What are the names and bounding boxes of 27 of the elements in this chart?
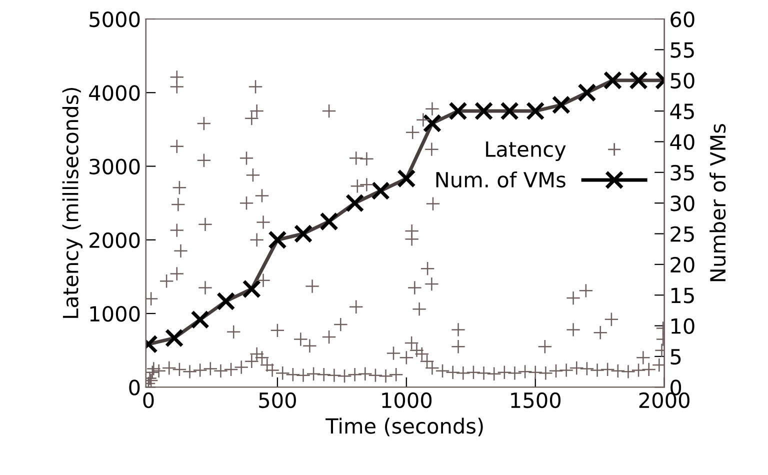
y2-tick-label: 50 (670, 72, 694, 89)
x-tick-label: 1000 (382, 392, 432, 408)
x-tick-label: 500 (259, 392, 296, 408)
y2-tick-label: 15 (671, 288, 694, 304)
y-tick-label: 1000 (90, 306, 140, 322)
legend-label: Num. of VMs (436, 171, 566, 188)
y2-tick-label: 5 (670, 349, 681, 365)
y-tick-label: 0 (129, 380, 140, 396)
x-tick-label: 0 (143, 392, 154, 408)
y-tick-label: 5000 (90, 11, 140, 28)
x-tick-label: 1500 (511, 392, 560, 408)
y2-tick-label: 45 (670, 104, 694, 120)
y2-tick-label: 10 (671, 318, 694, 334)
y-tick-label: 3000 (90, 158, 140, 174)
y-axis-title: Latency (milliseconds) (62, 88, 82, 318)
y2-tick-label: 20 (670, 256, 694, 273)
y2-axis-title: Number of VMs (710, 124, 726, 282)
y2-tick-label: 60 (670, 11, 694, 28)
y-tick-label: 4000 (89, 85, 140, 101)
y2-tick-label: 35 (670, 164, 694, 181)
y2-tick-label: 40 (670, 134, 694, 150)
y-tick-label: 2000 (90, 232, 140, 248)
y2-tick-label: 30 (670, 196, 694, 212)
x-axis-title: Time (seconds) (326, 418, 483, 436)
legend-label: Latency (486, 142, 566, 162)
y2-tick-label: 25 (670, 226, 694, 242)
y2-tick-label: 55 (670, 42, 694, 58)
